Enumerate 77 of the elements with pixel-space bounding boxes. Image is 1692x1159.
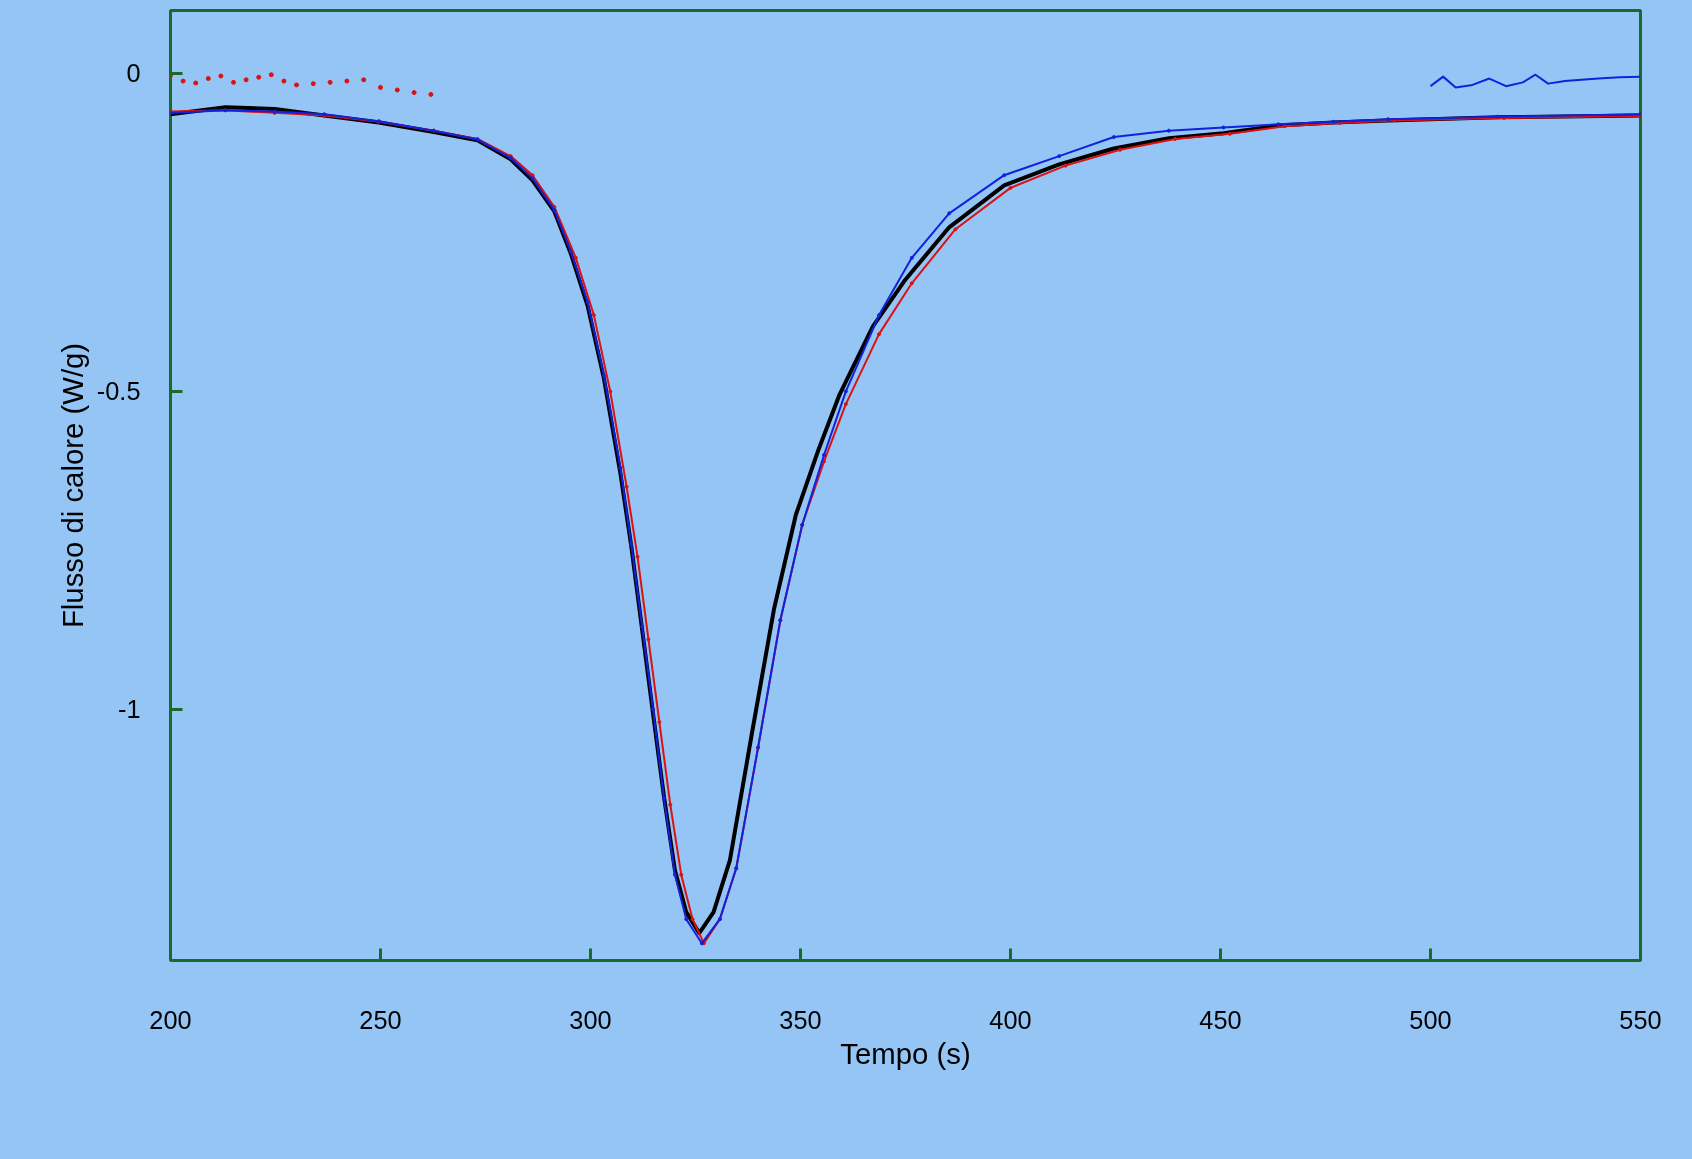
point: [877, 332, 882, 337]
point: [1276, 122, 1281, 127]
point: [180, 78, 186, 84]
point: [635, 554, 640, 559]
point: [1173, 136, 1178, 141]
x-tick-label: 350: [779, 1005, 822, 1034]
point: [193, 80, 199, 86]
point: [1495, 114, 1500, 119]
point: [394, 87, 400, 93]
point: [411, 90, 417, 96]
point: [1008, 185, 1013, 190]
point: [1386, 117, 1391, 122]
point: [218, 73, 224, 79]
point: [327, 79, 333, 85]
point: [646, 637, 651, 642]
point: [1166, 128, 1171, 133]
point: [843, 389, 848, 394]
point: [640, 624, 645, 629]
point: [568, 249, 573, 254]
point: [243, 77, 249, 83]
y-axis-title: Flusso di calore (W/g): [55, 342, 89, 629]
x-tick-label: 500: [1409, 1005, 1452, 1034]
point: [361, 77, 367, 83]
x-tick-label: 200: [149, 1005, 192, 1034]
point: [281, 78, 287, 84]
point: [672, 872, 677, 877]
point: [205, 76, 211, 82]
point: [657, 720, 662, 725]
point: [310, 81, 316, 87]
x-tick-label: 550: [1619, 1005, 1662, 1034]
point: [1057, 154, 1062, 159]
point: [344, 78, 350, 84]
x-tick-label: 400: [989, 1005, 1032, 1034]
point: [668, 802, 673, 807]
point: [909, 255, 914, 260]
point: [624, 484, 629, 489]
point: [843, 402, 848, 407]
point: [947, 211, 952, 216]
point: [1282, 124, 1287, 129]
point: [256, 74, 262, 80]
point: [1331, 119, 1336, 124]
y-tick-label: -1: [117, 695, 141, 724]
point: [1221, 125, 1226, 130]
point: [1002, 173, 1007, 178]
point: [573, 255, 578, 260]
point: [591, 313, 596, 318]
point: [601, 373, 606, 378]
point: [877, 313, 882, 318]
point: [684, 917, 689, 922]
point: [822, 452, 827, 457]
point: [662, 796, 666, 801]
x-tick-label: 450: [1199, 1005, 1242, 1034]
point: [552, 208, 557, 213]
point: [651, 707, 656, 712]
x-tick-label: 250: [359, 1005, 402, 1034]
point: [690, 917, 695, 922]
point: [585, 300, 590, 305]
point: [1063, 163, 1068, 168]
point: [629, 542, 634, 546]
point: [909, 281, 914, 286]
point: [618, 465, 623, 470]
point: [953, 227, 958, 232]
point: [268, 72, 274, 78]
point: [231, 79, 236, 85]
point: [679, 872, 684, 877]
point: [294, 82, 299, 88]
point: [608, 389, 613, 394]
point: [1111, 135, 1116, 140]
line-series: [1429, 73, 1641, 89]
point: [378, 84, 383, 90]
point: [1118, 147, 1123, 152]
point: [428, 91, 434, 97]
y-tick-label: -0.5: [96, 377, 141, 406]
x-axis-title: Tempo (s): [840, 1036, 971, 1070]
point: [1227, 131, 1232, 136]
x-tick-label: 300: [569, 1005, 612, 1034]
y-tick-label: 0: [126, 59, 141, 88]
